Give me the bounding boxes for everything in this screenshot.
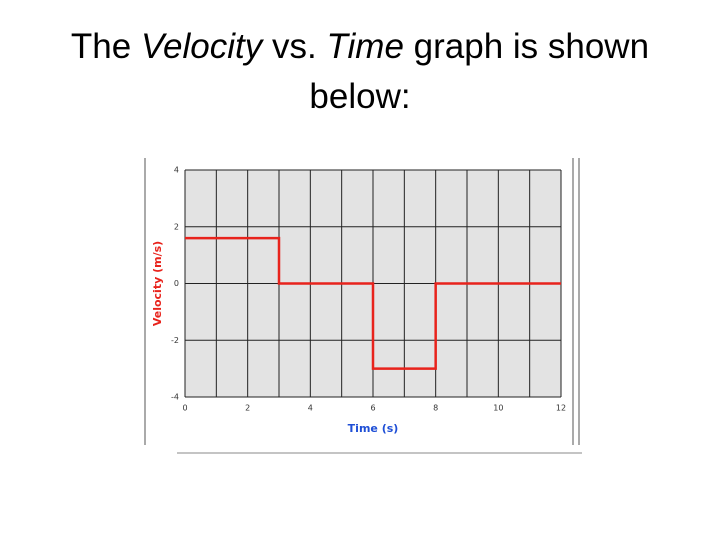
y-tick-label: 4 xyxy=(174,166,179,175)
slide-title: The Velocity vs. Time graph is shown bel… xyxy=(40,22,680,122)
x-tick-label: 0 xyxy=(182,404,187,413)
y-axis-label: Velocity (m/s) xyxy=(151,241,164,326)
x-axis-label: Time (s) xyxy=(348,422,399,435)
x-tick-label: 2 xyxy=(245,404,250,413)
title-text: graph is shown xyxy=(413,27,650,66)
title-text: The xyxy=(70,27,132,66)
y-tick-label: -2 xyxy=(171,336,179,345)
x-tick-label: 12 xyxy=(556,404,566,413)
title-text: Velocity xyxy=(140,27,263,66)
x-tick-label: 10 xyxy=(493,404,503,413)
x-tick-label: 4 xyxy=(308,404,313,413)
title-text: Time xyxy=(326,27,404,66)
y-tick-label: -4 xyxy=(171,393,179,402)
title-text: vs. xyxy=(271,27,317,66)
x-tick-label: 6 xyxy=(370,404,375,413)
y-tick-label: 0 xyxy=(174,279,179,288)
data-line xyxy=(185,236,561,370)
x-tick-label: 8 xyxy=(433,404,438,413)
y-tick-label: 2 xyxy=(174,222,179,231)
title-text: below: xyxy=(309,77,411,116)
